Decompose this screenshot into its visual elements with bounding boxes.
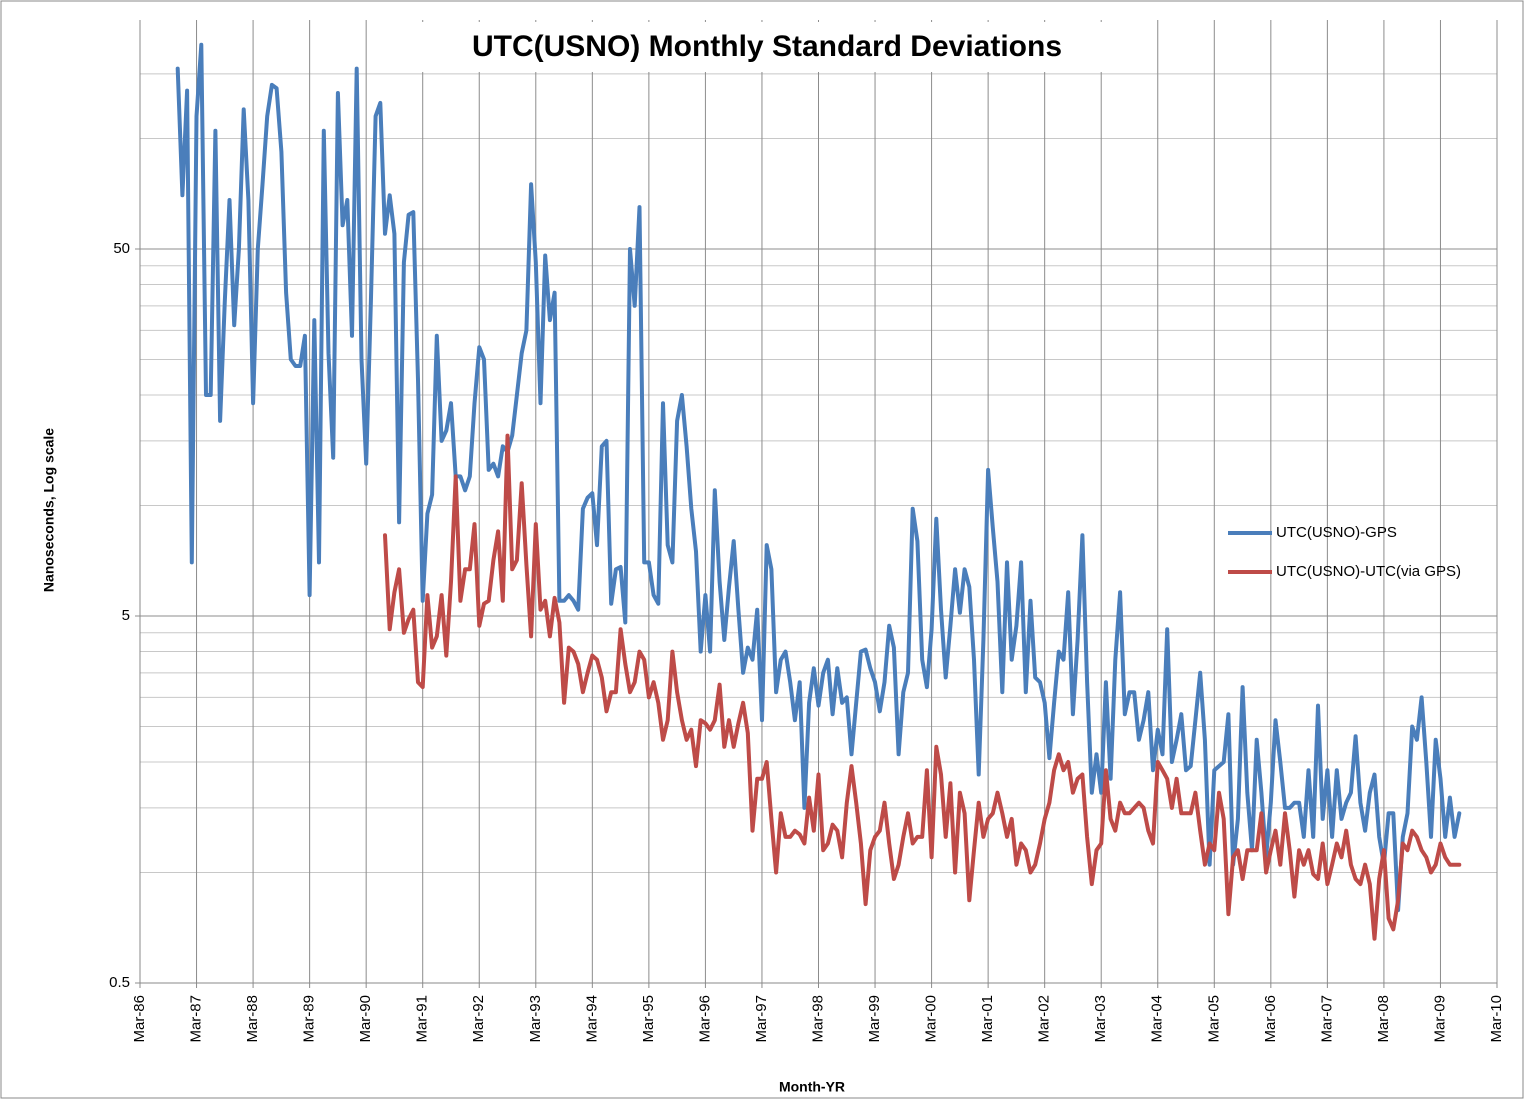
x-tick-label: Mar-94 [583, 995, 600, 1043]
x-tick-label: Mar-02 [1036, 995, 1053, 1043]
x-tick-label: Mar-97 [753, 995, 770, 1043]
x-tick-label: Mar-92 [470, 995, 487, 1043]
legend: UTC(USNO)-GPS UTC(USNO)-UTC(via GPS) [1228, 524, 1461, 580]
x-tick-label: Mar-03 [1092, 995, 1109, 1043]
y-tick-label: 5 [122, 607, 130, 624]
x-tick-label: Mar-98 [809, 995, 826, 1043]
x-tick-label: Mar-08 [1375, 995, 1392, 1043]
title-box [416, 22, 1118, 72]
x-tick-label: Mar-04 [1149, 995, 1166, 1043]
legend-label: UTC(USNO)-UTC(via GPS) [1276, 563, 1461, 580]
x-tick-label: Mar-99 [866, 995, 883, 1043]
x-tick-label: Mar-96 [696, 995, 713, 1043]
x-tick-label: Mar-86 [131, 995, 148, 1043]
y-tick-label: 50 [113, 240, 130, 257]
series-line [175, 42, 1462, 913]
plot-area [175, 42, 1462, 941]
x-tick-label: Mar-09 [1431, 995, 1448, 1043]
x-tick-label: Mar-01 [979, 995, 996, 1043]
x-tick-label: Mar-00 [923, 995, 940, 1043]
y-axis-title: Nanoseconds, Log scale [41, 428, 57, 592]
x-tick-label: Mar-05 [1205, 995, 1222, 1043]
x-tick-label: Mar-93 [527, 995, 544, 1043]
x-tick-label: Mar-87 [188, 995, 205, 1043]
x-axis-title: Month-YR [779, 1079, 845, 1095]
x-tick-label: Mar-07 [1318, 995, 1335, 1043]
y-tick-label: 0.5 [109, 974, 130, 991]
series-line [383, 433, 1462, 941]
x-tick-label: Mar-06 [1262, 995, 1279, 1043]
x-tick-label: Mar-89 [301, 995, 318, 1043]
x-tick-label: Mar-95 [640, 995, 657, 1043]
x-tick-label: Mar-88 [244, 995, 261, 1043]
x-tick-label: Mar-10 [1488, 995, 1505, 1043]
x-tick-label: Mar-91 [414, 995, 431, 1043]
chart-title: UTC(USNO) Monthly Standard Deviations [472, 30, 1062, 63]
legend-label: UTC(USNO)-GPS [1276, 524, 1397, 541]
x-tick-label: Mar-90 [357, 995, 374, 1043]
